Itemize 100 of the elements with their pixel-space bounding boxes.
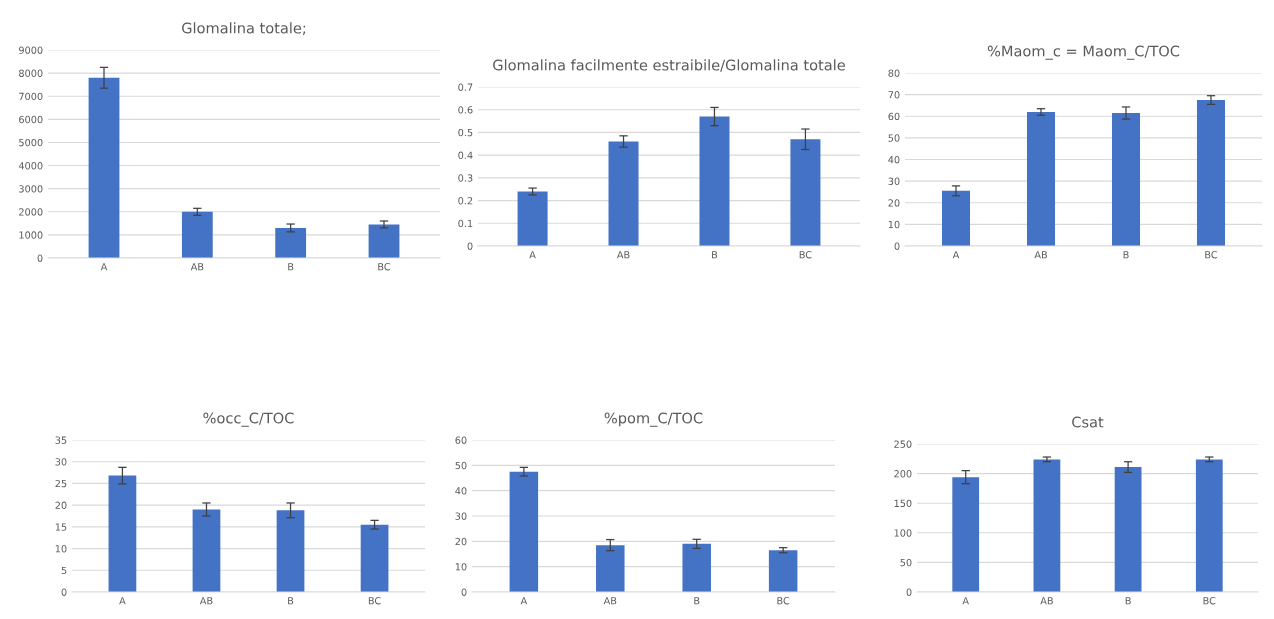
chart-title: %Maom_c = Maom_C/TOC [987, 45, 1180, 60]
y-tick-label: 0.3 [458, 174, 473, 182]
y-tick-label: 25 [55, 479, 67, 488]
bar [1026, 111, 1056, 246]
y-tick-label: 80 [888, 69, 900, 77]
x-tick-label: A [520, 597, 528, 605]
y-tick-label: 100 [894, 529, 912, 537]
y-tick-label: 9000 [19, 46, 43, 54]
bar [509, 471, 539, 592]
y-tick-label: 20 [455, 537, 467, 546]
y-tick-label: 10 [888, 220, 900, 229]
x-tick-label: AB [1034, 251, 1047, 259]
y-tick-label: 60 [888, 112, 900, 121]
y-tick-label: 40 [455, 487, 467, 495]
y-tick-label: 7000 [19, 92, 43, 101]
bar [1111, 113, 1141, 246]
y-tick-label: 30 [455, 512, 467, 520]
y-tick-label: 40 [888, 155, 900, 164]
y-tick-label: 0.2 [458, 197, 473, 205]
y-tick-label: 4000 [18, 162, 43, 170]
y-tick-label: 35 [55, 436, 67, 444]
bar [1195, 459, 1223, 592]
y-tick-label: 0 [894, 242, 900, 250]
chart-title: Csat [1072, 416, 1104, 428]
x-tick-label: A [119, 597, 126, 605]
chart-title: %pom_C/TOC [604, 412, 703, 427]
y-tick-label: 2000 [19, 208, 43, 216]
y-tick-label: 0.6 [458, 106, 473, 114]
bar [608, 141, 639, 246]
x-tick-label: AB [1040, 597, 1053, 605]
bar [1033, 459, 1061, 592]
x-tick-label: BC [799, 251, 812, 259]
x-tick-label: AB [616, 251, 630, 259]
y-tick-label: 3000 [19, 185, 43, 193]
bar [1196, 100, 1226, 246]
y-tick-label: 1000 [19, 231, 43, 239]
y-tick-label: 5 [61, 566, 67, 575]
y-tick-label: 0.4 [458, 151, 473, 159]
x-tick-label: AB [603, 597, 617, 605]
x-tick-label: A [100, 263, 108, 271]
x-tick-label: BC [1203, 597, 1216, 605]
x-tick-label: BC [777, 597, 790, 605]
bar [768, 550, 798, 592]
bar [699, 116, 730, 246]
bar [682, 543, 711, 592]
bar [88, 77, 120, 258]
y-tick-label: 0 [906, 588, 912, 596]
y-tick-label: 0 [61, 588, 67, 596]
y-tick-label: 30 [55, 458, 67, 466]
x-tick-label: BC [1205, 251, 1218, 259]
bar [368, 224, 400, 258]
y-tick-label: 60 [455, 436, 467, 444]
y-tick-label: 10 [55, 545, 67, 553]
chart-title: %occ_C/TOC [203, 412, 294, 427]
y-tick-label: 50 [900, 558, 912, 567]
y-tick-label: 0 [37, 254, 43, 262]
y-tick-label: 0.1 [458, 219, 473, 228]
bar [276, 510, 305, 592]
x-tick-label: AB [199, 597, 213, 605]
y-tick-label: 250 [894, 440, 912, 448]
bar [1114, 467, 1142, 592]
bar [596, 545, 625, 592]
bar [108, 475, 137, 592]
x-tick-label: A [529, 251, 536, 259]
bar [952, 477, 980, 592]
y-tick-label: 10 [455, 563, 467, 571]
x-tick-label: A [962, 597, 969, 605]
y-tick-label: 200 [894, 470, 912, 478]
bar [360, 524, 389, 592]
x-tick-label: B [1123, 251, 1129, 259]
bar [790, 139, 821, 246]
bar [941, 190, 971, 246]
x-tick-label: B [1125, 597, 1131, 605]
y-tick-label: 20 [55, 501, 67, 509]
y-tick-label: 20 [888, 199, 900, 207]
y-tick-label: 6000 [19, 115, 43, 124]
y-tick-label: 0 [467, 242, 473, 250]
x-tick-label: B [288, 597, 294, 605]
x-tick-label: B [694, 597, 700, 605]
x-tick-label: BC [378, 263, 391, 271]
x-tick-label: A [952, 251, 960, 259]
y-tick-label: 0 [461, 588, 467, 596]
y-tick-label: 70 [888, 91, 900, 99]
y-tick-label: 0.5 [458, 128, 473, 137]
y-tick-label: 8000 [19, 69, 43, 77]
y-tick-label: 50 [888, 134, 900, 142]
chart-title: Glomalina facilmente estraibile/Glomalina totale [493, 59, 845, 72]
y-tick-label: 0.7 [458, 83, 473, 91]
x-tick-label: B [712, 251, 718, 259]
y-tick-label: 5000 [19, 138, 43, 147]
y-tick-label: 150 [894, 499, 912, 508]
x-tick-label: B [288, 263, 294, 271]
x-tick-label: AB [190, 263, 204, 271]
x-tick-label: BC [368, 597, 381, 605]
y-tick-label: 30 [888, 177, 900, 185]
bar [192, 509, 221, 592]
bar [275, 227, 307, 258]
bar [517, 191, 548, 246]
y-tick-label: 50 [455, 461, 467, 470]
chart-title: Glomalina totale; [182, 22, 306, 36]
